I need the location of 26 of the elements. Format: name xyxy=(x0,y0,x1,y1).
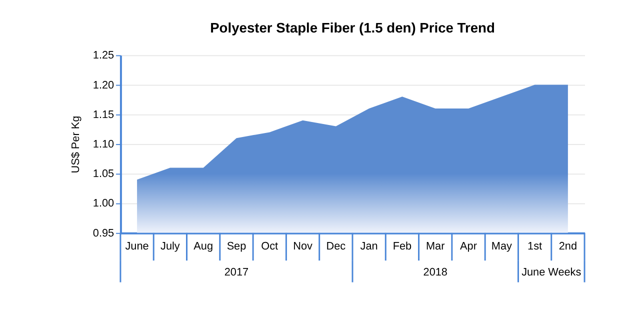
x-tick-label: Jan xyxy=(360,240,378,253)
text: 2018 xyxy=(423,266,448,278)
x-tick-label: May xyxy=(491,240,512,253)
y-tick-label: 1.25 xyxy=(92,50,114,62)
chart-title: Polyester Staple Fiber (1.5 den) Price Trend xyxy=(210,19,495,36)
y-tick-label: 1.15 xyxy=(92,108,114,121)
x-tick-label: Feb xyxy=(392,240,412,253)
y-tick-label: 1.10 xyxy=(92,138,114,150)
text: June Weeks xyxy=(522,266,582,278)
y-tick-label: 1.05 xyxy=(92,168,114,180)
x-tick-label: June xyxy=(125,240,149,253)
x-tick-label: 2nd xyxy=(558,240,578,253)
y-tick-label: 1.20 xyxy=(92,79,114,92)
x-tick-label: Nov xyxy=(293,240,313,253)
x-tick-label: July xyxy=(160,240,180,253)
x-tick-label: Sep xyxy=(226,240,246,253)
y-axis-title: US$ Per Kg xyxy=(70,116,82,174)
x-tick-label: Aug xyxy=(194,240,213,253)
x-tick-label: 1st xyxy=(528,240,542,253)
y-tick-label: 1.00 xyxy=(92,198,114,210)
y-tick-label: 0.95 xyxy=(92,227,114,240)
x-tick-label: Oct xyxy=(261,240,278,253)
text: 2017 xyxy=(224,266,249,278)
x-tick-label: Dec xyxy=(326,240,346,253)
x-tick-label: Apr xyxy=(460,240,478,253)
x-tick-label: Mar xyxy=(426,240,446,253)
